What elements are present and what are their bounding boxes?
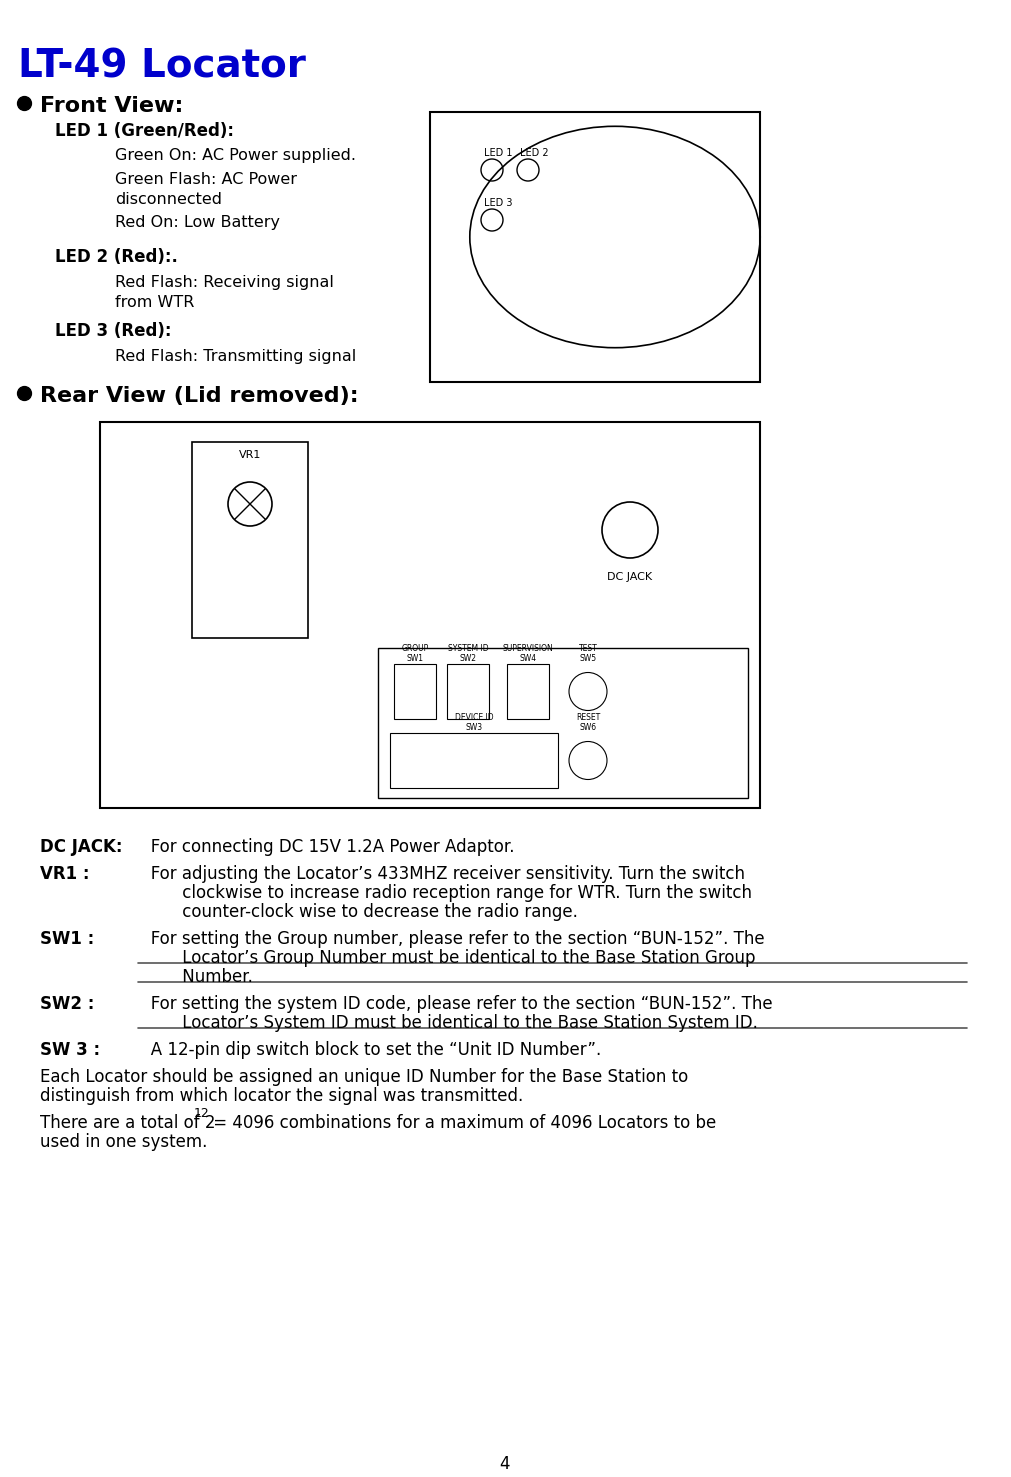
Text: SYSTEM ID: SYSTEM ID bbox=[448, 644, 488, 653]
Text: counter-clock wise to decrease the radio range.: counter-clock wise to decrease the radio… bbox=[135, 902, 578, 922]
Text: 12: 12 bbox=[194, 1106, 209, 1120]
Text: Each Locator should be assigned an unique ID Number for the Base Station to: Each Locator should be assigned an uniqu… bbox=[40, 1068, 688, 1086]
Text: Rear View (Lid removed):: Rear View (Lid removed): bbox=[40, 385, 359, 406]
Text: SW3: SW3 bbox=[465, 724, 482, 733]
Text: Front View:: Front View: bbox=[40, 96, 183, 117]
Text: LED 3 (Red):: LED 3 (Red): bbox=[55, 322, 172, 340]
Text: SW2: SW2 bbox=[460, 654, 476, 663]
Text: For setting the system ID code, please refer to the section “BUN-152”. The: For setting the system ID code, please r… bbox=[135, 995, 772, 1013]
Text: For connecting DC 15V 1.2A Power Adaptor.: For connecting DC 15V 1.2A Power Adaptor… bbox=[135, 837, 515, 857]
Text: LED 1: LED 1 bbox=[484, 148, 513, 158]
Text: SUPERVISION: SUPERVISION bbox=[502, 644, 553, 653]
Text: Locator’s Group Number must be identical to the Base Station Group: Locator’s Group Number must be identical… bbox=[135, 950, 760, 967]
Text: Red Flash: Receiving signal
from WTR: Red Flash: Receiving signal from WTR bbox=[115, 275, 334, 310]
Text: LT-49 Locator: LT-49 Locator bbox=[18, 47, 306, 86]
Text: Red On: Low Battery: Red On: Low Battery bbox=[115, 216, 280, 230]
Text: DC JACK:: DC JACK: bbox=[40, 837, 122, 857]
Text: used in one system.: used in one system. bbox=[40, 1133, 207, 1151]
Text: There are a total of 2: There are a total of 2 bbox=[40, 1114, 215, 1131]
Text: GROUP: GROUP bbox=[401, 644, 429, 653]
Text: SW4: SW4 bbox=[520, 654, 537, 663]
Text: Green Flash: AC Power
disconnected: Green Flash: AC Power disconnected bbox=[115, 171, 297, 207]
Text: clockwise to increase radio reception range for WTR. Turn the switch: clockwise to increase radio reception ra… bbox=[135, 885, 752, 902]
Text: LED 1 (Green/Red):: LED 1 (Green/Red): bbox=[55, 123, 234, 140]
Text: Red Flash: Transmitting signal: Red Flash: Transmitting signal bbox=[115, 349, 356, 363]
Text: VR1 :: VR1 : bbox=[40, 866, 90, 883]
Text: SW 3 :: SW 3 : bbox=[40, 1041, 100, 1059]
Text: LED 3: LED 3 bbox=[484, 198, 513, 208]
Text: RESET: RESET bbox=[576, 713, 601, 722]
Text: VR1: VR1 bbox=[239, 450, 261, 459]
Text: DEVICE ID: DEVICE ID bbox=[455, 713, 493, 722]
Text: Locator’s System ID must be identical to the Base Station System ID.: Locator’s System ID must be identical to… bbox=[135, 1015, 758, 1032]
Text: For adjusting the Locator’s 433MHZ receiver sensitivity. Turn the switch: For adjusting the Locator’s 433MHZ recei… bbox=[135, 866, 745, 883]
Text: SW6: SW6 bbox=[579, 724, 596, 733]
Text: LED 2 (Red):.: LED 2 (Red):. bbox=[55, 248, 178, 266]
Text: 4: 4 bbox=[499, 1455, 511, 1473]
Text: LED 2: LED 2 bbox=[520, 148, 549, 158]
Text: SW5: SW5 bbox=[579, 654, 596, 663]
Text: DC JACK: DC JACK bbox=[608, 572, 652, 582]
Text: distinguish from which locator the signal was transmitted.: distinguish from which locator the signa… bbox=[40, 1087, 524, 1105]
Text: = 4096 combinations for a maximum of 4096 Locators to be: = 4096 combinations for a maximum of 409… bbox=[208, 1114, 716, 1131]
Text: SW1: SW1 bbox=[406, 654, 424, 663]
Text: SW2 :: SW2 : bbox=[40, 995, 94, 1013]
Text: SW1 :: SW1 : bbox=[40, 931, 94, 948]
Text: A 12-pin dip switch block to set the “Unit ID Number”.: A 12-pin dip switch block to set the “Un… bbox=[135, 1041, 602, 1059]
Text: TEST: TEST bbox=[578, 644, 598, 653]
Text: For setting the Group number, please refer to the section “BUN-152”. The: For setting the Group number, please ref… bbox=[135, 931, 764, 948]
Text: Green On: AC Power supplied.: Green On: AC Power supplied. bbox=[115, 148, 356, 162]
Text: Number.: Number. bbox=[135, 967, 253, 987]
